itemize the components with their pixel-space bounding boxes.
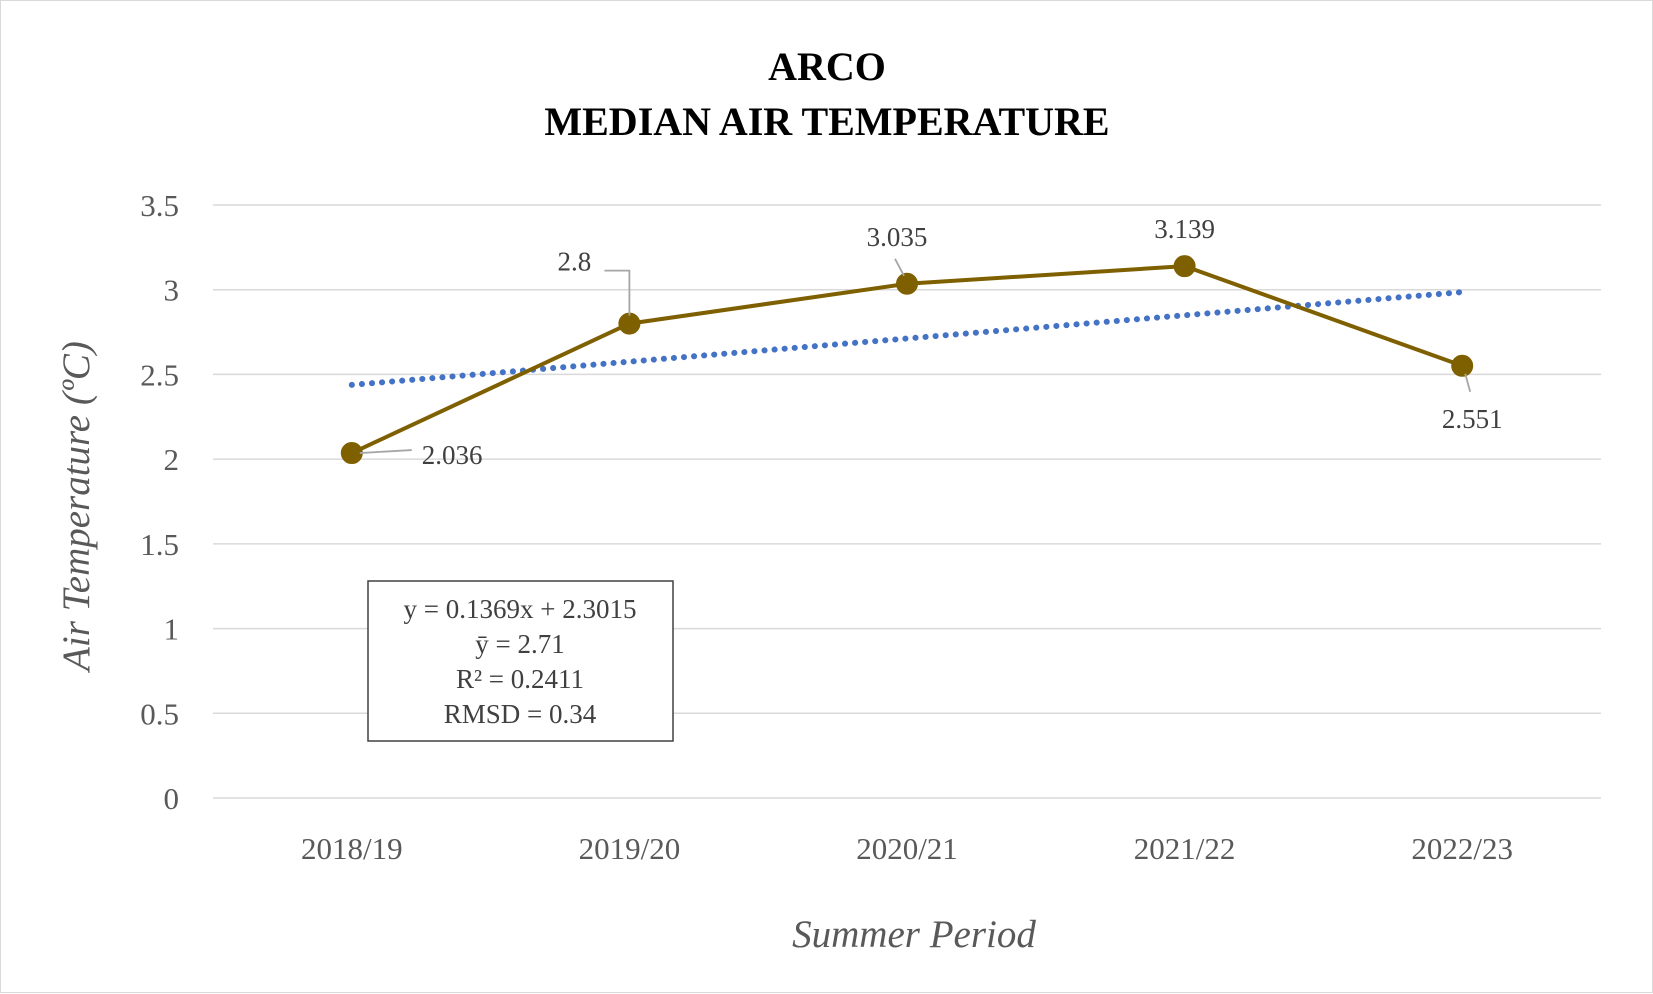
y-tick-label: 1 — [164, 612, 180, 647]
data-label: 3.035 — [867, 222, 928, 252]
x-axis-ticks: 2018/19 2019/20 2020/21 2021/22 2022/23 — [301, 831, 1513, 866]
trendline — [348, 289, 1466, 388]
x-tick-label: 2019/20 — [579, 831, 681, 866]
y-axis-ticks: 0 0.5 1 1.5 2 2.5 3 3.5 — [140, 188, 179, 816]
chart-title-line-1: ARCO — [768, 44, 886, 89]
y-tick-label: 0.5 — [140, 696, 179, 731]
data-label-leader — [604, 269, 631, 316]
x-tick-label: 2021/22 — [1134, 831, 1236, 866]
data-label: 2.036 — [422, 440, 483, 470]
data-point — [1451, 354, 1474, 377]
trendline-layer — [348, 289, 1466, 388]
y-tick-label: 0 — [164, 781, 180, 816]
series-layer — [340, 255, 1474, 465]
data-labels: 2.036 2.8 3.035 3.139 2.551 — [359, 214, 1503, 470]
x-axis-label: Summer Period — [792, 913, 1036, 956]
stats-mean: ȳ = 2.71 — [475, 629, 564, 659]
x-tick-label: 2018/19 — [301, 831, 403, 866]
chart-title-line-2: MEDIAN AIR TEMPERATURE — [544, 99, 1109, 144]
data-label-leader — [1464, 373, 1472, 393]
data-label-leader — [359, 449, 412, 454]
data-point — [1173, 255, 1196, 278]
stats-box: y = 0.1369x + 2.3015 ȳ = 2.71 R² = 0.241… — [367, 580, 674, 742]
stats-r-squared: R² = 0.2411 — [456, 664, 584, 694]
y-axis-label: Air Temperature (ºC) — [55, 341, 98, 674]
stats-box-border — [367, 580, 674, 742]
data-label: 3.139 — [1154, 214, 1215, 244]
y-tick-label: 1.5 — [140, 527, 179, 562]
y-tick-label: 2 — [164, 442, 180, 477]
data-label-leader — [894, 258, 905, 277]
data-point — [896, 272, 918, 295]
y-tick-label: 2.5 — [140, 357, 179, 392]
stats-equation: y = 0.1369x + 2.3015 — [404, 594, 637, 624]
data-label: 2.551 — [1442, 404, 1503, 434]
x-tick-label: 2022/23 — [1411, 831, 1513, 866]
x-tick-label: 2020/21 — [856, 831, 958, 866]
y-tick-label: 3 — [164, 273, 180, 308]
stats-rmsd: RMSD = 0.34 — [444, 699, 597, 729]
data-label: 2.8 — [558, 247, 592, 277]
data-point — [618, 312, 641, 335]
y-tick-label: 3.5 — [140, 188, 179, 223]
data-point — [340, 442, 363, 465]
